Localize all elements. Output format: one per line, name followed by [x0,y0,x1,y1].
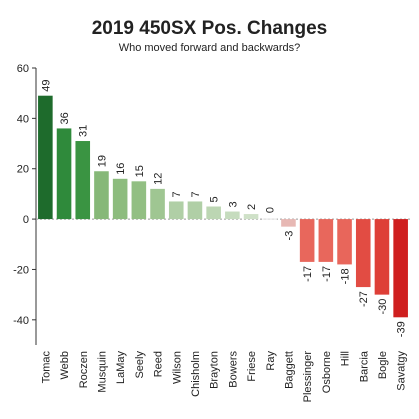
bar-value-label: -39 [396,321,408,337]
bar [281,219,296,227]
bar [262,218,278,220]
category-label: Chisholm [190,351,202,397]
bar-value-label: 31 [78,125,90,137]
bar [112,178,128,220]
category-label: Bogle [377,351,389,379]
category-label: Tomac [40,351,52,384]
bar-value-label: 49 [40,79,52,91]
bar [168,201,184,220]
bar-value-label: -18 [340,268,352,284]
bar-value-label: 15 [134,165,146,177]
bar [75,141,91,220]
bar-value-label: 16 [115,163,127,175]
category-label: Baggett [283,351,295,389]
bar [206,206,221,220]
bar-value-label: -3 [283,231,295,241]
y-tick-label: 20 [17,164,29,176]
category-label: Webb [59,351,71,380]
bar-value-label: -17 [321,266,333,282]
category-label: Roczen [78,351,90,388]
category-label: Hill [340,351,352,366]
y-tick-label: 60 [17,63,29,75]
category-label: Plessinger [302,351,314,403]
bar [299,219,315,262]
category-label: Wilson [171,351,183,384]
category-label: Musquin [96,351,108,393]
bar [94,171,109,220]
bar-value-label: -17 [302,266,314,282]
bar [337,219,352,265]
y-tick-label: -20 [13,264,29,276]
bar [38,95,53,220]
bar [243,214,259,220]
bar-value-label: 7 [171,191,183,197]
category-label: Brayton [209,351,221,389]
category-label: Barcia [358,350,370,382]
bar-value-label: 3 [227,201,239,207]
bar [131,181,147,220]
bar [318,219,334,262]
category-label: Osborne [321,351,333,393]
bar [150,188,165,220]
category-label: Ray [265,351,277,371]
bar-value-label: 7 [190,191,202,197]
bar [225,211,240,220]
bar-value-label: 5 [209,196,221,202]
category-label: LaMay [115,351,127,385]
category-label: Friese [246,351,258,382]
bar-value-label: 2 [246,204,258,210]
bar-value-label: -27 [358,291,370,307]
bar [56,128,72,220]
bar-value-label: 12 [153,173,165,185]
bar [393,219,408,318]
bar [374,219,390,295]
bar [355,219,371,288]
bar-value-label: 36 [59,112,71,124]
category-label: Reed [153,351,165,377]
bar-value-label: 0 [265,207,277,213]
y-tick-label: -40 [13,315,29,327]
chart-subtitle: Who moved forward and backwards? [118,42,301,54]
category-label: Seely [134,351,146,379]
chart-title: 2019 450SX Pos. Changes [91,18,328,39]
bar-value-label: 19 [96,155,108,167]
bar-value-label: -30 [377,299,389,315]
y-tick-label: 40 [17,113,29,125]
bar [187,201,203,220]
category-label: Bowers [227,351,239,388]
category-label: Savatgy [396,351,408,391]
y-tick-label: 0 [23,214,29,226]
